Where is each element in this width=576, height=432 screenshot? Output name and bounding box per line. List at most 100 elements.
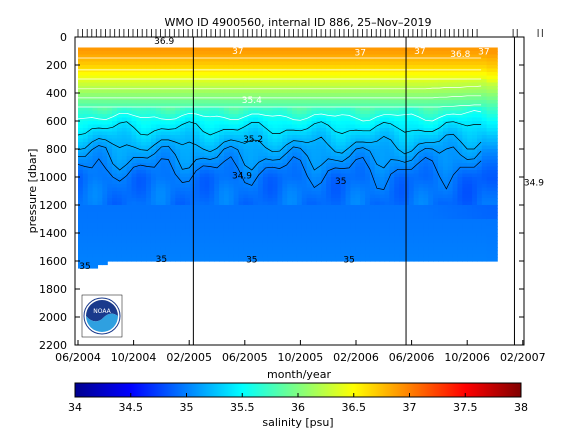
heatmap-cell (369, 170, 376, 175)
heatmap-cell (194, 121, 201, 126)
heatmap-cell (258, 65, 264, 70)
heatmap-cell (335, 121, 342, 126)
heatmap-cell (150, 219, 157, 224)
heatmap-cell (97, 205, 103, 210)
heatmap-cell (199, 208, 206, 213)
heatmap-cell (277, 198, 283, 203)
heatmap-cell (214, 65, 220, 70)
heatmap-cell (116, 191, 123, 196)
heatmap-cell (243, 47, 249, 52)
heatmap-cell (350, 250, 356, 255)
heatmap-cell (277, 149, 283, 154)
heatmap-cell (433, 156, 439, 161)
heatmap-cell (326, 135, 332, 140)
heatmap-cell (78, 208, 84, 213)
heatmap-cell (189, 79, 196, 84)
heatmap-cell (365, 208, 371, 213)
heatmap-cell (316, 58, 322, 63)
heatmap-cell (82, 194, 89, 199)
heatmap-cell (233, 107, 240, 112)
heatmap-cell (175, 138, 181, 143)
heatmap-cell (267, 107, 274, 112)
heatmap-cell (292, 159, 298, 164)
heatmap-cell (82, 177, 89, 182)
heatmap-cell (238, 240, 244, 245)
heatmap-cell (389, 173, 395, 178)
heatmap-cell (141, 89, 147, 94)
heatmap-cell (228, 107, 235, 112)
heatmap-cell (457, 117, 463, 122)
heatmap-cell (228, 212, 235, 217)
heatmap-cell (296, 222, 303, 227)
heatmap-cell (350, 93, 356, 98)
heatmap-cell (155, 138, 162, 143)
heatmap-cell (150, 236, 157, 241)
heatmap-cell (126, 250, 133, 255)
heatmap-cell (428, 191, 434, 196)
heatmap-cell (116, 114, 123, 119)
heatmap-cell (107, 138, 113, 143)
heatmap-cell (160, 75, 167, 80)
heatmap-cell (136, 100, 142, 105)
heatmap-cell (209, 72, 215, 77)
heatmap-cell (379, 79, 386, 84)
heatmap-cell (112, 61, 118, 66)
heatmap-cell (155, 54, 162, 59)
heatmap-cell (438, 149, 444, 154)
heatmap-cell (238, 82, 244, 87)
heatmap-cell (219, 198, 225, 203)
heatmap-cell (102, 247, 108, 252)
heatmap-cell (282, 124, 288, 129)
heatmap-cell (267, 142, 274, 147)
heatmap-cell (394, 254, 400, 259)
heatmap-cell (228, 250, 235, 255)
heatmap-cell (219, 187, 225, 192)
heatmap-cell (457, 170, 463, 175)
heatmap-cell (442, 89, 449, 94)
heatmap-cell (97, 142, 103, 147)
heatmap-cell (335, 79, 342, 84)
heatmap-cell (126, 124, 133, 129)
heatmap-cell (209, 247, 215, 252)
heatmap-cell (141, 68, 147, 73)
heatmap-cell (418, 142, 425, 147)
heatmap-cell (141, 229, 147, 234)
heatmap-cell (155, 187, 162, 192)
heatmap-cell (374, 47, 381, 52)
heatmap-cell (394, 233, 400, 238)
heatmap-cell (170, 58, 176, 63)
heatmap-cell (369, 142, 376, 147)
heatmap-cell (394, 156, 400, 161)
heatmap-cell (175, 208, 181, 213)
heatmap-cell (442, 142, 449, 147)
heatmap-cell (126, 107, 133, 112)
heatmap-cell (199, 201, 206, 206)
heatmap-cell (296, 100, 303, 105)
heatmap-cell (457, 138, 463, 143)
heatmap-cell (330, 65, 337, 70)
heatmap-cell (199, 229, 206, 234)
heatmap-cell (457, 131, 463, 136)
heatmap-cell (258, 72, 264, 77)
heatmap-cell (321, 226, 327, 231)
heatmap-cell (243, 107, 249, 112)
heatmap-cell (238, 100, 244, 105)
heatmap-cell (170, 177, 176, 182)
heatmap-cell (316, 142, 322, 147)
heatmap-cell (146, 135, 152, 140)
heatmap-cell (116, 131, 123, 136)
heatmap-cell (146, 170, 152, 175)
heatmap-cell (262, 135, 269, 140)
heatmap-cell (92, 240, 99, 245)
heatmap-cell (369, 166, 376, 171)
heatmap-cell (394, 215, 400, 220)
heatmap-cell (438, 100, 444, 105)
heatmap-cell (447, 233, 454, 238)
heatmap-cell (360, 89, 366, 94)
heatmap-cell (136, 236, 142, 241)
heatmap-cell (321, 166, 327, 171)
heatmap-cell (185, 177, 191, 182)
heatmap-cell (189, 82, 196, 87)
heatmap-cell (165, 194, 172, 199)
heatmap-cell (418, 184, 425, 189)
